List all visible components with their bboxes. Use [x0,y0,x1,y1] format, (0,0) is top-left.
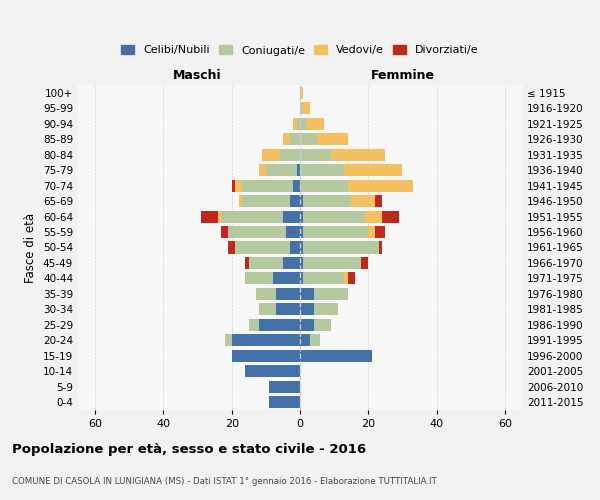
Bar [286,226,300,238]
Bar [365,210,382,222]
Bar [296,118,300,130]
Bar [304,226,368,238]
Bar [331,148,385,160]
Bar [232,334,300,346]
Bar [242,180,293,192]
Bar [259,304,276,316]
Bar [239,195,242,207]
Bar [201,210,218,222]
Bar [300,319,314,331]
Bar [379,242,382,254]
Bar [225,334,232,346]
Bar [317,133,348,145]
Bar [245,272,272,284]
Bar [228,226,286,238]
Bar [300,350,372,362]
Bar [304,195,351,207]
Bar [300,226,304,238]
Bar [361,257,368,269]
Bar [228,242,235,254]
Text: COMUNE DI CASOLA IN LUNIGIANA (MS) - Dati ISTAT 1° gennaio 2016 - Elaborazione T: COMUNE DI CASOLA IN LUNIGIANA (MS) - Dat… [12,478,437,486]
Bar [232,350,300,362]
Bar [259,164,266,176]
Bar [276,288,300,300]
Bar [300,195,304,207]
Bar [382,210,399,222]
Bar [290,242,300,254]
Bar [300,180,348,192]
Bar [300,102,304,115]
Bar [310,334,320,346]
Bar [314,304,338,316]
Bar [304,257,361,269]
Bar [283,210,300,222]
Text: Popolazione per età, sesso e stato civile - 2016: Popolazione per età, sesso e stato civil… [12,442,366,456]
Bar [245,257,249,269]
Bar [304,102,310,115]
Bar [242,195,290,207]
Bar [218,210,221,222]
Bar [300,257,304,269]
Bar [300,334,310,346]
Bar [314,288,348,300]
Bar [293,180,300,192]
Bar [276,304,300,316]
Bar [232,180,235,192]
Bar [307,118,324,130]
Bar [290,195,300,207]
Text: Femmine: Femmine [370,69,434,82]
Bar [266,164,296,176]
Bar [283,257,300,269]
Bar [300,242,304,254]
Bar [245,366,300,378]
Bar [300,304,314,316]
Bar [235,242,290,254]
Bar [300,86,304,99]
Bar [300,288,314,300]
Bar [300,164,344,176]
Bar [293,118,296,130]
Bar [290,133,300,145]
Bar [304,242,379,254]
Bar [259,319,300,331]
Bar [221,226,228,238]
Bar [249,319,259,331]
Bar [269,396,300,408]
Bar [351,195,375,207]
Text: Maschi: Maschi [173,69,222,82]
Bar [249,257,283,269]
Bar [256,288,276,300]
Bar [262,148,280,160]
Bar [304,272,344,284]
Bar [269,381,300,393]
Bar [344,164,403,176]
Bar [272,272,300,284]
Y-axis label: Fasce di età: Fasce di età [25,212,37,282]
Bar [314,319,331,331]
Bar [368,226,375,238]
Bar [300,210,304,222]
Bar [221,210,283,222]
Bar [296,164,300,176]
Bar [300,118,307,130]
Bar [348,180,413,192]
Bar [344,272,348,284]
Bar [300,272,304,284]
Bar [348,272,355,284]
Bar [235,180,242,192]
Bar [283,133,290,145]
Bar [304,210,365,222]
Bar [300,148,331,160]
Bar [375,195,382,207]
Bar [300,133,317,145]
Legend: Celibi/Nubili, Coniugati/e, Vedovi/e, Divorziati/e: Celibi/Nubili, Coniugati/e, Vedovi/e, Di… [121,45,479,56]
Bar [375,226,385,238]
Bar [280,148,300,160]
